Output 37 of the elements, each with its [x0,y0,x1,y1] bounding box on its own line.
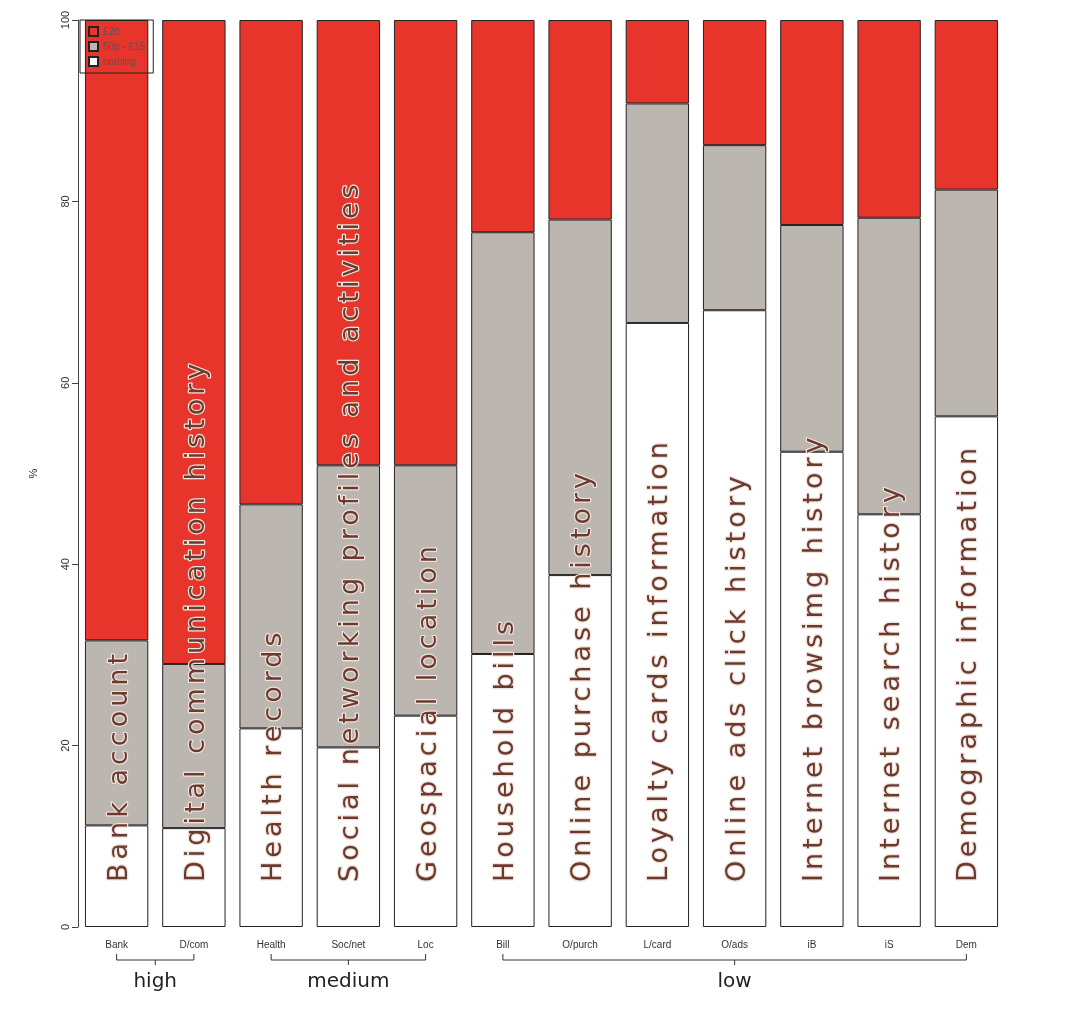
x-tick-label: Bank [105,938,130,950]
x-tick-label: Dem [955,938,977,950]
text: medium [307,968,390,992]
text: low [717,968,752,992]
y-tick-label: 80 [58,195,71,208]
x-tick-label: D/com [179,938,209,950]
legend-label: £20 [103,26,121,37]
x-tick-label: iB [807,938,817,950]
annotation: Internet browsimg history [796,433,828,882]
x-tick-label: Health [256,938,286,950]
x-tick-label: Bill [496,938,510,950]
x-tick-label: O/purch [562,938,598,950]
annotation: Internet search history [874,483,906,882]
annotation: Online purchase history [565,468,597,882]
y-axis-title: % [26,468,39,479]
x-tick-label: Loc [417,938,434,950]
annotation: Demographic information [951,443,983,882]
y-tick-label: 60 [58,376,71,389]
y-tick-label: 20 [58,739,71,752]
x-tick-label: Soc/net [331,938,366,950]
annotation: Bank account [101,650,133,882]
annotation: Digital communication history [178,359,210,882]
annotation: Health records [256,628,288,882]
y-tick-label: 0 [58,923,71,931]
legend-label: 50p - £15 [103,41,146,52]
y-tick-label: 100 [58,10,71,30]
annotation: Household bills [487,616,519,882]
y-tick-label: 40 [58,558,71,571]
x-tick-label: L/card [643,938,672,950]
text: high [133,968,178,992]
x-tick-label: iS [884,938,894,950]
annotation: Social networking profiles and activities [333,180,365,882]
annotation: Loyalty cards information [642,438,674,882]
legend-label: nothing [103,56,136,67]
annotation: Online ads click history [719,472,751,882]
annotation: Geospacial location [410,542,442,882]
x-tick-label: O/ads [721,938,748,950]
